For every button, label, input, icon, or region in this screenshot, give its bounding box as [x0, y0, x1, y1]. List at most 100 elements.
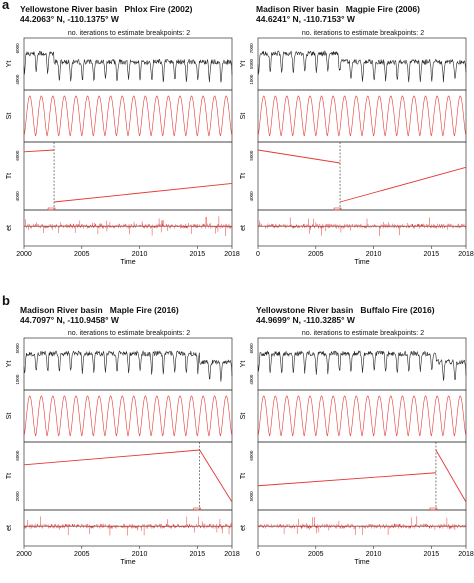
- panel-1-xtick-label: 2018: [458, 251, 474, 258]
- panel-2-yt-line: [23, 350, 233, 382]
- panel-1-trend-segment-1: [339, 166, 467, 203]
- panel-0-label-Tt: Tt: [6, 173, 13, 179]
- panel-1-label-St: St: [240, 113, 247, 120]
- panel-0-et-line: [23, 216, 233, 236]
- panel-2-label-Tt: Tt: [6, 473, 13, 479]
- panel-3-xlabel: Time: [354, 559, 369, 566]
- panel-3-et-line: [257, 516, 467, 536]
- panel-2-iterations: no. iterations to estimate breakpoints: …: [67, 330, 191, 337]
- panel-3-xtick-label: 0: [256, 551, 260, 558]
- panel-1-breakpoint-ci: [333, 207, 342, 211]
- panel-0-iterations: no. iterations to estimate breakpoints: …: [67, 30, 191, 37]
- panel-1-xtick-label: 2015: [424, 251, 440, 258]
- panel-0-label-St: St: [6, 113, 13, 120]
- panel-3-site: Yellowstone River basin: [256, 305, 354, 315]
- panel-0-site: Yellowstone River basin: [20, 4, 118, 14]
- panel-0-trend-segment-0: [23, 149, 55, 153]
- panel-2-title: Madison River basin Maple Fire (2016) 44…: [20, 305, 179, 325]
- panel-1-xtick-label: 0: [256, 251, 260, 258]
- panel-3-coords: 44.9699° N, -110.3285° W: [256, 315, 355, 325]
- panel-1-trend-segment-0: [257, 149, 341, 164]
- panel-2-coords: 44.7097° N, -110.9458° W: [20, 315, 119, 325]
- section-label-b: b: [2, 293, 10, 308]
- panel-0-ytick: 6000: [15, 43, 20, 54]
- panel-1-ytick: 4000: [249, 191, 254, 202]
- panel-3-label-St: St: [240, 413, 247, 420]
- panel-2-xtick-label: 2010: [132, 551, 148, 558]
- section-label-a: a: [2, 0, 10, 12]
- panel-3-xtick-label: 2005: [308, 551, 324, 558]
- panel-3-breakpoint-ci: [429, 507, 438, 511]
- panel-0-xtick-label: 2015: [190, 251, 206, 258]
- panel-0-label-et: et: [6, 225, 13, 231]
- panel-0-xtick-label: 2000: [16, 251, 32, 258]
- panel-2-breakpoint-ci: [193, 507, 201, 511]
- panel-1-title: Madison River basin Magpie Fire (2006) 4…: [256, 4, 420, 24]
- panel-2-st-line: [23, 395, 233, 437]
- panel-1-coords: 44.6241° N, -110.7153° W: [256, 14, 355, 24]
- panel-1-iterations: no. iterations to estimate breakpoints: …: [301, 30, 425, 37]
- panel-2-trend-segment-0: [23, 449, 200, 466]
- panel-0-frame-et: [23, 209, 233, 247]
- panel-0-coords: 44.2063° N, -110.1375° W: [20, 14, 119, 24]
- panel-0-xtick-label: 2010: [132, 251, 148, 258]
- panel-0-xtick-label: 2018: [224, 251, 240, 258]
- panel-0-title: Yellowstone River basin Phlox Fire (2002…: [20, 4, 192, 24]
- panel-0-st-line: [23, 95, 233, 137]
- panel-3-fire: Buffalo Fire (2016): [360, 305, 435, 315]
- panel-2-ytick: 2000: [15, 491, 20, 502]
- panel-1-xtick-label: 2010: [366, 251, 382, 258]
- panel-3-frame-Tt: [257, 441, 467, 511]
- panel-0-breakpoint-ci: [47, 207, 56, 211]
- panel-3-ytick: 6000: [249, 343, 254, 354]
- panel-2-xtick-label: 2018: [224, 551, 240, 558]
- panel-1-xtick-label: 2005: [308, 251, 324, 258]
- panel-2-label-et: et: [6, 525, 13, 531]
- panel-1-label-Yt: Yt: [240, 61, 247, 68]
- panel-1-ytick: 1000: [249, 74, 254, 85]
- panel-2-ytick: 6000: [15, 450, 20, 461]
- panel-2-xtick-label: 2015: [190, 551, 206, 558]
- panel-3-ytick: 5000: [249, 491, 254, 502]
- panel-2-xtick-label: 2000: [16, 551, 32, 558]
- panel-3-yt-line: [257, 350, 467, 381]
- panel-1-ytick: 7000: [249, 43, 254, 54]
- panel-1-st-line: [257, 95, 467, 137]
- panel-1-label-et: et: [240, 225, 247, 231]
- panel-2-trend-segment-1: [199, 449, 233, 503]
- panel-3-title: Yellowstone River basin Buffalo Fire (20…: [256, 305, 435, 325]
- panel-0-ytick: 4000: [15, 74, 20, 85]
- panel-1-xlabel: Time: [354, 259, 369, 266]
- panel-3-ytick: 6000: [249, 450, 254, 461]
- panel-2-label-St: St: [6, 413, 13, 420]
- panel-1-ytick: 5000: [249, 150, 254, 161]
- panel-3-xtick-label: 2010: [366, 551, 382, 558]
- panel-3-xtick-label: 2015: [424, 551, 440, 558]
- panel-3-xtick-label: 2018: [458, 551, 474, 558]
- panel-2-ytick: 5000: [15, 343, 20, 354]
- panel-3-label-et: et: [240, 525, 247, 531]
- panel-0-yt-line: [23, 50, 233, 83]
- panel-2-xlabel: Time: [120, 559, 135, 566]
- panel-0-ytick: 6000: [15, 150, 20, 161]
- panel-1-fire: Magpie Fire (2006): [345, 4, 420, 14]
- panel-1-ytick: 5000: [249, 58, 254, 69]
- panel-0-xlabel: Time: [120, 259, 135, 266]
- panel-3-trend-segment-1: [435, 449, 467, 503]
- panel-2-label-Yt: Yt: [6, 361, 13, 368]
- panel-3-frame-St: [257, 389, 467, 443]
- panel-1-et-line: [257, 217, 467, 237]
- panel-3-st-line: [257, 395, 467, 437]
- panel-0-label-Yt: Yt: [6, 61, 13, 68]
- panel-2-fire: Maple Fire (2016): [109, 305, 179, 315]
- panel-1-site: Madison River basin: [256, 4, 339, 14]
- panel-1-yt-line: [257, 50, 467, 83]
- panel-0-fire: Phlox Fire (2002): [124, 4, 193, 14]
- panel-1-frame-et: [257, 209, 467, 247]
- panel-2-ytick: 1000: [15, 374, 20, 385]
- panel-0-xtick-label: 2005: [74, 251, 90, 258]
